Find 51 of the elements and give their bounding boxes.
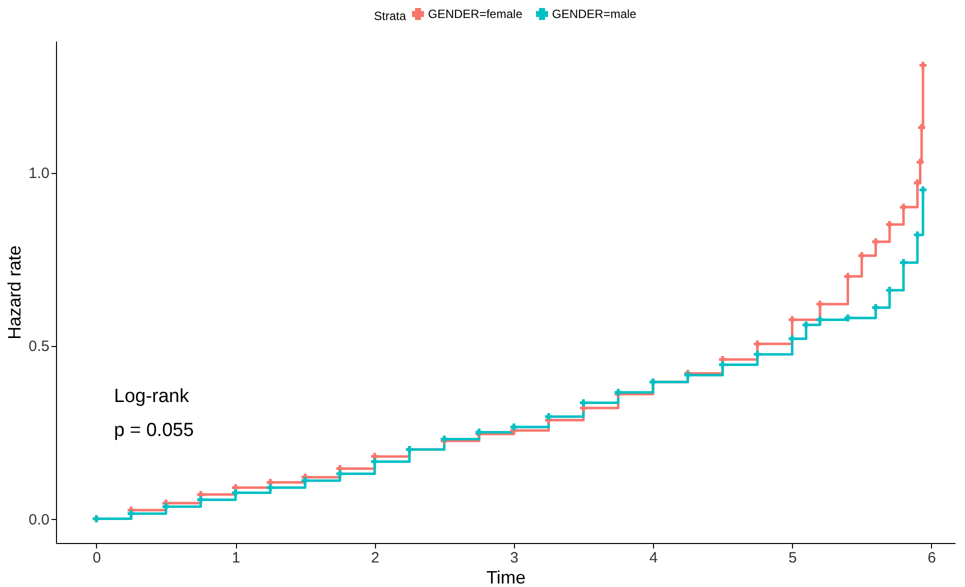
x-axis-title: Time	[486, 568, 526, 587]
point	[872, 304, 880, 312]
legend-title: Strata	[374, 9, 406, 23]
point	[816, 316, 824, 324]
point	[371, 458, 378, 466]
annotation: p = 0.055	[114, 420, 194, 441]
y-tick-label: 0.5	[28, 338, 50, 356]
y-tick-label: 1.0	[28, 165, 50, 182]
x-tick-label: 1	[232, 550, 240, 566]
point	[886, 220, 894, 228]
point	[858, 252, 866, 260]
point	[336, 470, 344, 478]
x-tick-label: 4	[649, 550, 658, 566]
point	[802, 321, 810, 328]
x-tick-label: 3	[510, 550, 519, 566]
annotation: Log-rank	[114, 386, 190, 407]
point	[788, 335, 796, 342]
point	[162, 503, 170, 510]
x-tick-label: 5	[788, 550, 797, 566]
point	[918, 124, 926, 132]
point	[128, 510, 135, 518]
point	[788, 316, 796, 324]
legend-label: GENDER=female	[428, 7, 523, 21]
point	[197, 496, 204, 504]
point	[900, 204, 908, 211]
point	[844, 314, 852, 322]
point	[872, 238, 880, 246]
point	[266, 484, 274, 492]
x-tick-label: 6	[928, 550, 936, 566]
point	[754, 340, 761, 348]
point	[719, 361, 726, 368]
point	[844, 272, 852, 280]
point	[510, 423, 518, 431]
point	[580, 399, 587, 406]
x-tick-label: 2	[371, 550, 380, 566]
point	[302, 477, 309, 484]
point	[900, 259, 908, 266]
point	[919, 62, 927, 69]
point	[916, 158, 924, 166]
point	[816, 300, 824, 308]
point	[886, 286, 894, 294]
point	[919, 186, 927, 194]
point	[914, 231, 921, 238]
y-tick-label: 0.0	[28, 511, 50, 528]
point	[545, 413, 552, 420]
y-axis-title: Hazard rate	[4, 245, 25, 340]
point	[754, 350, 761, 358]
point	[914, 179, 921, 186]
legend-label: GENDER=male	[552, 7, 637, 21]
point	[232, 489, 240, 496]
x-tick-label: 0	[92, 550, 102, 566]
